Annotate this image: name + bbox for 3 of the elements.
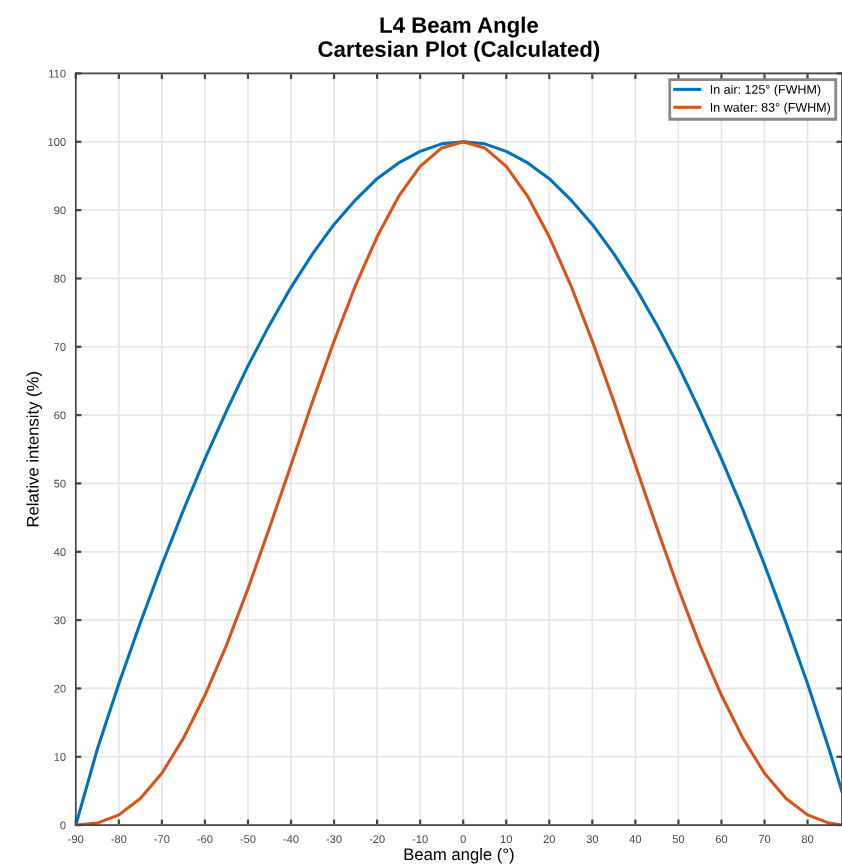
chart-title: L4 Beam Angle Cartesian Plot (Calculated): [318, 16, 600, 62]
y-axis-title: Relative intensity (%): [26, 372, 42, 527]
x-axis-title: Beam angle (°): [404, 847, 514, 864]
